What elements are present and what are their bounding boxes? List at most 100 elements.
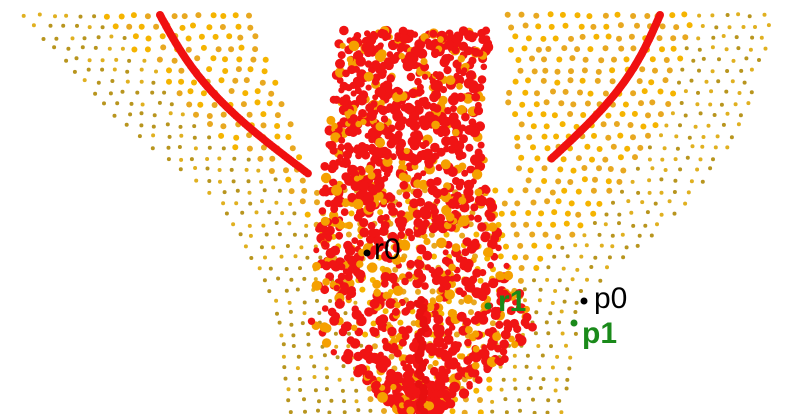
cloud-point: [300, 178, 306, 184]
cloud-point: [696, 91, 700, 95]
cloud-point: [688, 136, 692, 140]
cloud-point: [289, 188, 295, 194]
core-point: [345, 127, 354, 136]
cloud-point: [568, 68, 574, 74]
cloud-point: [508, 187, 514, 193]
core-point: [405, 272, 412, 279]
cloud-point: [554, 80, 560, 86]
core-point: [376, 362, 385, 371]
core-point: [325, 234, 333, 242]
cloud-point: [236, 189, 240, 193]
cloud-point: [88, 25, 92, 29]
cloud-point: [611, 57, 617, 63]
cloud-point: [512, 254, 518, 260]
cloud-point: [634, 23, 640, 29]
cloud-point: [342, 399, 346, 403]
core-point: [392, 308, 400, 316]
cloud-point: [179, 158, 183, 162]
cloud-point: [194, 146, 198, 150]
cloud-point: [555, 69, 561, 75]
cloud-point: [282, 365, 286, 369]
cloud-point: [659, 46, 665, 52]
cloud-point: [212, 102, 218, 108]
cloud-point: [302, 277, 306, 281]
cloud-point: [323, 353, 327, 357]
cloud-point: [275, 221, 279, 225]
core-point: [405, 228, 412, 235]
cloud-point: [514, 232, 520, 238]
cloud-point: [677, 56, 683, 62]
cloud-point: [624, 56, 630, 62]
cloud-point: [153, 113, 157, 117]
cloud-point: [681, 11, 687, 17]
core-point: [422, 251, 432, 261]
cloud-point: [742, 25, 746, 29]
cloud-point: [194, 55, 200, 61]
core-point: [320, 322, 330, 332]
cloud-point: [301, 188, 307, 194]
cloud-point: [519, 265, 525, 271]
core-point: [488, 278, 498, 288]
cloud-point: [542, 377, 546, 381]
cloud-point: [462, 410, 468, 414]
cloud-point: [735, 35, 739, 39]
cloud-point: [267, 210, 271, 214]
core-point: [494, 345, 502, 353]
cloud-point: [334, 332, 338, 336]
cloud-point: [502, 201, 508, 207]
core-point: [425, 111, 435, 121]
cloud-point: [553, 134, 559, 140]
cloud-point: [123, 36, 127, 40]
cloud-point: [642, 88, 648, 94]
cloud-point: [632, 154, 638, 160]
core-point: [378, 177, 385, 184]
cloud-point: [551, 301, 555, 305]
cloud-point: [383, 308, 389, 314]
cloud-point: [506, 90, 512, 96]
core-point: [436, 325, 445, 334]
cloud-point: [561, 332, 565, 336]
core-point: [452, 129, 459, 136]
cloud-point: [54, 37, 58, 41]
cloud-point: [222, 56, 228, 62]
core-point: [364, 30, 370, 36]
core-point: [420, 170, 426, 176]
cloud-point: [102, 101, 106, 105]
cloud-point: [397, 320, 403, 326]
cloud-point: [648, 79, 654, 85]
core-point: [435, 347, 445, 357]
cloud-point: [126, 24, 132, 30]
cloud-point: [289, 323, 293, 327]
cloud-point: [260, 80, 266, 86]
cloud-point: [626, 199, 630, 203]
cloud-point: [654, 202, 658, 206]
cloud-point: [525, 365, 529, 369]
cloud-point: [699, 157, 703, 161]
core-point: [329, 179, 335, 185]
cloud-point: [658, 89, 664, 95]
cloud-point: [605, 113, 611, 119]
cloud-point: [557, 320, 561, 324]
cloud-point: [553, 36, 559, 42]
cloud-point: [738, 91, 742, 95]
cloud-point: [221, 201, 225, 205]
cloud-point: [141, 103, 145, 107]
cloud-point: [605, 265, 609, 269]
label-p0: p0: [594, 282, 627, 315]
cloud-point: [750, 36, 754, 40]
arc-point: [304, 169, 312, 177]
cloud-point: [546, 331, 550, 335]
cloud-point: [757, 58, 761, 62]
core-point: [429, 224, 438, 233]
cloud-point: [606, 188, 612, 194]
cloud-point: [93, 92, 97, 96]
core-point: [393, 396, 400, 403]
cloud-point: [519, 102, 525, 108]
cloud-point: [303, 410, 307, 414]
cloud-point: [271, 245, 275, 249]
core-point: [330, 96, 338, 104]
core-point: [405, 52, 414, 61]
core-point: [344, 142, 352, 150]
cloud-point: [222, 146, 226, 150]
cloud-point: [285, 289, 289, 293]
